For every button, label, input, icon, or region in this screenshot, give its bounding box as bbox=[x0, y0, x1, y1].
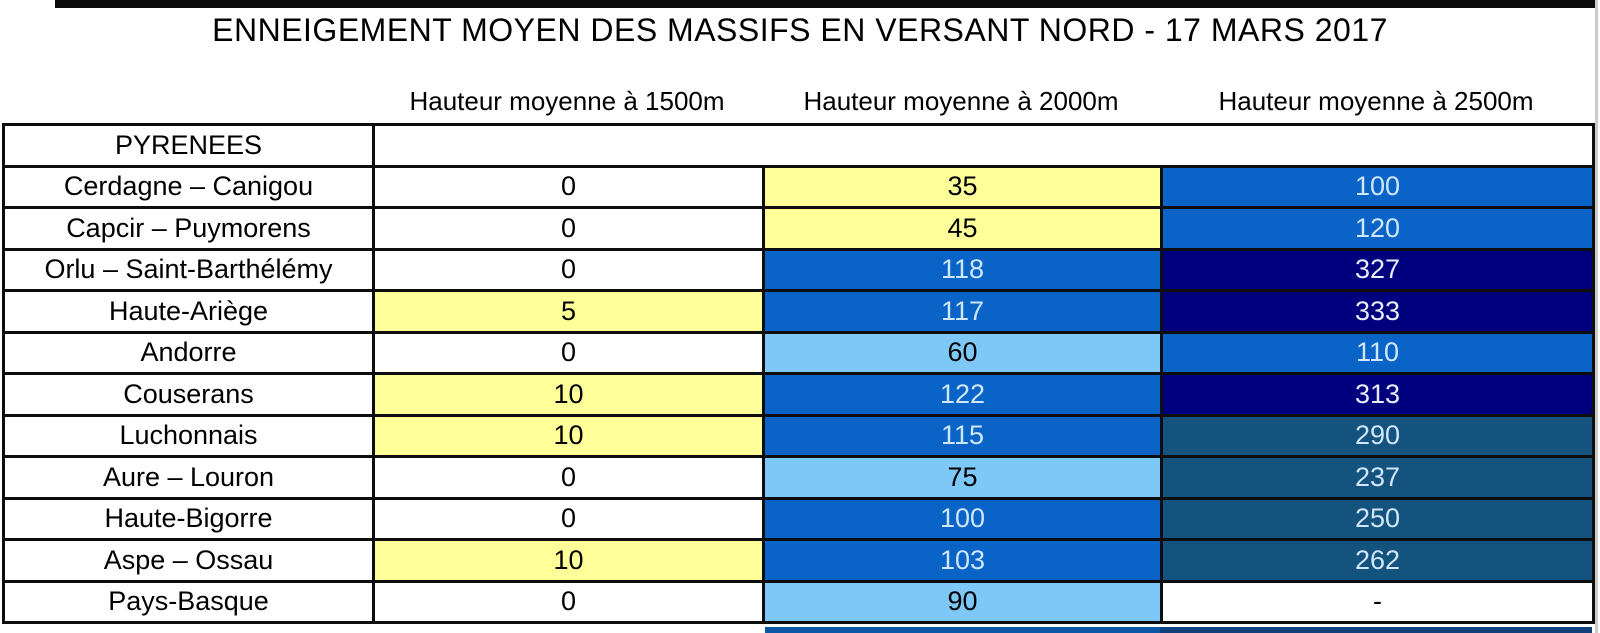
depth-2000m-cell: 90 bbox=[762, 579, 1163, 624]
depth-2500m-cell: 110 bbox=[1160, 330, 1595, 375]
depth-2000m-cell: 118 bbox=[762, 247, 1163, 292]
depth-1500m-cell: 5 bbox=[372, 289, 765, 334]
depth-2000m-cell: 75 bbox=[762, 455, 1163, 500]
depth-2500m-cell: - bbox=[1160, 579, 1595, 624]
table-row: Couserans 10 122 313 bbox=[2, 372, 1595, 417]
massif-name-cell: Capcir – Puymorens bbox=[2, 206, 375, 251]
depth-2000m-cell: 45 bbox=[762, 206, 1163, 251]
depth-2000m-cell: 115 bbox=[762, 413, 1163, 458]
depth-1500m-cell: 0 bbox=[372, 455, 765, 500]
depth-2500m-cell: 250 bbox=[1160, 496, 1595, 541]
massif-name-cell: Andorre bbox=[2, 330, 375, 375]
depth-2000m-cell: 100 bbox=[762, 496, 1163, 541]
table-row: Aure – Louron 0 75 237 bbox=[2, 455, 1595, 500]
massif-name-cell: Pays-Basque bbox=[2, 579, 375, 624]
depth-2000m-cell: 60 bbox=[762, 330, 1163, 375]
column-header-2000m: Hauteur moyenne à 2000m bbox=[803, 86, 1119, 116]
table-row: Orlu – Saint-Barthélémy 0 118 327 bbox=[2, 247, 1595, 292]
bottom-cropped-row-left bbox=[765, 627, 1160, 633]
table-row: Andorre 0 60 110 bbox=[2, 330, 1595, 375]
depth-2500m-cell: 327 bbox=[1160, 247, 1595, 292]
table-row: Cerdagne – Canigou 0 35 100 bbox=[2, 164, 1595, 209]
table-row: Aspe – Ossau 10 103 262 bbox=[2, 538, 1595, 583]
depth-1500m-cell: 0 bbox=[372, 206, 765, 251]
snow-depth-table: PYRENEES Cerdagne – Canigou 0 35 100 Cap… bbox=[2, 123, 1595, 624]
massif-name-cell: Orlu – Saint-Barthélémy bbox=[2, 247, 375, 292]
massif-name-cell: Couserans bbox=[2, 372, 375, 417]
page-title: ENNEIGEMENT MOYEN DES MASSIFS EN VERSANT… bbox=[212, 12, 1388, 48]
massif-name-cell: Aure – Louron bbox=[2, 455, 375, 500]
table-row: Luchonnais 10 115 290 bbox=[2, 413, 1595, 458]
depth-1500m-cell: 10 bbox=[372, 372, 765, 417]
table-row: Haute-Ariège 5 117 333 bbox=[2, 289, 1595, 334]
depth-2500m-cell: 262 bbox=[1160, 538, 1595, 583]
depth-2500m-cell: 237 bbox=[1160, 455, 1595, 500]
table-body: PYRENEES Cerdagne – Canigou 0 35 100 Cap… bbox=[2, 123, 1595, 624]
depth-2000m-cell: 117 bbox=[762, 289, 1163, 334]
depth-2000m-cell: 122 bbox=[762, 372, 1163, 417]
massif-name-cell: Aspe – Ossau bbox=[2, 538, 375, 583]
depth-1500m-cell: 0 bbox=[372, 496, 765, 541]
table-row: Capcir – Puymorens 0 45 120 bbox=[2, 206, 1595, 251]
depth-2500m-cell: 333 bbox=[1160, 289, 1595, 334]
table-corner-row: PYRENEES bbox=[2, 123, 1595, 168]
column-header-1500m: Hauteur moyenne à 1500m bbox=[409, 86, 725, 116]
massif-name-cell: Haute-Ariège bbox=[2, 289, 375, 334]
depth-1500m-cell: 10 bbox=[372, 538, 765, 583]
bottom-cropped-row-right bbox=[1160, 627, 1592, 633]
depth-1500m-cell: 0 bbox=[372, 579, 765, 624]
massif-name-cell: Haute-Bigorre bbox=[2, 496, 375, 541]
corner-row-spacer bbox=[372, 123, 1595, 168]
depth-2500m-cell: 313 bbox=[1160, 372, 1595, 417]
depth-2500m-cell: 120 bbox=[1160, 206, 1595, 251]
top-black-bar bbox=[55, 0, 1596, 8]
depth-2000m-cell: 35 bbox=[762, 164, 1163, 209]
corner-cell-pyrenees: PYRENEES bbox=[2, 123, 375, 168]
depth-1500m-cell: 10 bbox=[372, 413, 765, 458]
depth-1500m-cell: 0 bbox=[372, 164, 765, 209]
depth-2000m-cell: 103 bbox=[762, 538, 1163, 583]
table-row: Haute-Bigorre 0 100 250 bbox=[2, 496, 1595, 541]
massif-name-cell: Luchonnais bbox=[2, 413, 375, 458]
depth-2500m-cell: 290 bbox=[1160, 413, 1595, 458]
massif-name-cell: Cerdagne – Canigou bbox=[2, 164, 375, 209]
table-row: Pays-Basque 0 90 - bbox=[2, 579, 1595, 624]
depth-1500m-cell: 0 bbox=[372, 247, 765, 292]
column-header-2500m: Hauteur moyenne à 2500m bbox=[1218, 86, 1534, 116]
depth-1500m-cell: 0 bbox=[372, 330, 765, 375]
depth-2500m-cell: 100 bbox=[1160, 164, 1595, 209]
right-edge-line bbox=[1595, 0, 1598, 633]
